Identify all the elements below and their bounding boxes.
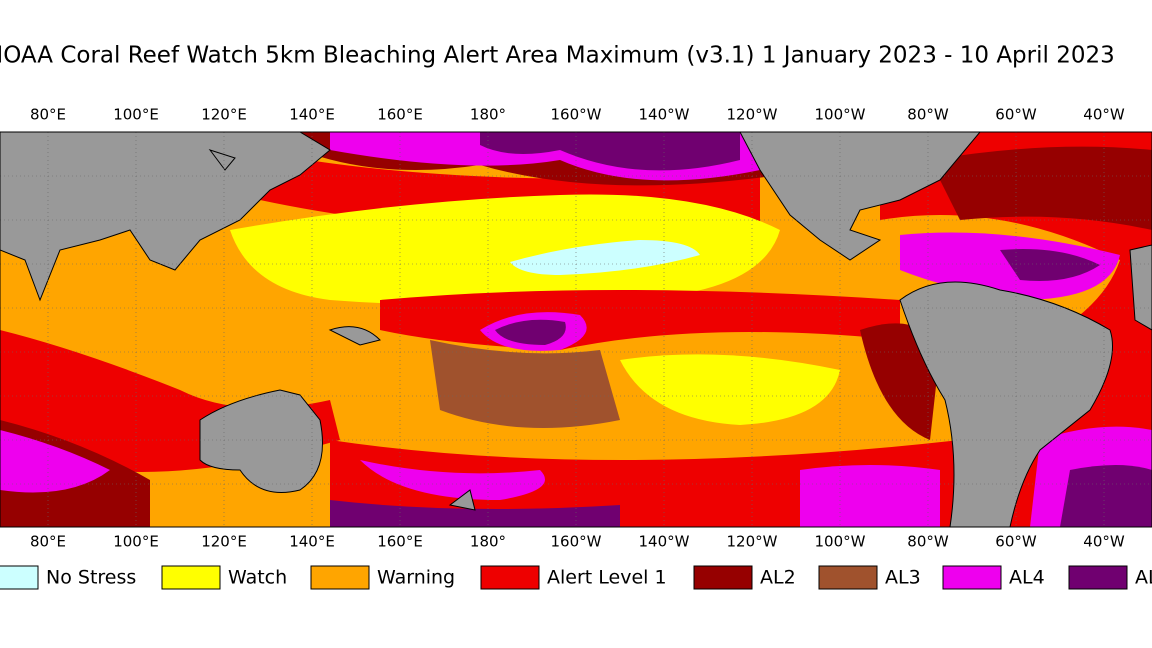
- lon-label-bottom: 80°W: [907, 533, 949, 551]
- lon-label-bottom: 100°E: [113, 533, 159, 551]
- region: [1000, 249, 1100, 281]
- lon-label-top: 160°W: [551, 106, 602, 124]
- legend-label: AL5: [1135, 567, 1152, 589]
- lon-label-top: 100°W: [815, 106, 866, 124]
- land: [208, 149, 236, 171]
- lon-label-top: 100°E: [113, 106, 159, 124]
- land: [899, 281, 1113, 527]
- land: [1129, 244, 1152, 331]
- lon-label-top: 80°E: [30, 106, 66, 124]
- land: [0, 132, 331, 302]
- legend-label: No Stress: [46, 567, 136, 589]
- lon-label-bottom: 120°E: [201, 533, 247, 551]
- lon-label-bottom: 140°W: [639, 533, 690, 551]
- lon-label-top: 140°W: [639, 106, 690, 124]
- region: [880, 132, 1152, 527]
- region: [495, 319, 566, 345]
- region: [800, 465, 940, 527]
- legend-label: AL2: [760, 567, 796, 589]
- region: [0, 430, 110, 493]
- region: [510, 240, 700, 275]
- region: [230, 194, 780, 305]
- region: [930, 146, 1152, 230]
- land: [199, 389, 323, 493]
- land: [328, 326, 381, 346]
- lon-label-top: 180°: [470, 106, 506, 124]
- lon-label-bottom: 40°W: [1083, 533, 1125, 551]
- lon-label-top: 80°W: [907, 106, 949, 124]
- lon-label-bottom: 100°W: [815, 533, 866, 551]
- legend-label: Alert Level 1: [547, 567, 667, 589]
- legend-label: Watch: [228, 567, 287, 589]
- lon-label-top: 40°W: [1083, 106, 1125, 124]
- region: [1060, 465, 1152, 527]
- legend-label: AL4: [1009, 567, 1045, 589]
- legend-swatch: [942, 565, 1002, 590]
- map: [0, 132, 1152, 527]
- legend-swatch: [693, 565, 753, 590]
- region: [360, 460, 545, 500]
- legend-swatch: [1068, 565, 1128, 590]
- legend-label: AL3: [885, 567, 921, 589]
- lon-label-top: 140°E: [289, 106, 335, 124]
- region: [330, 500, 620, 527]
- map-frame: [0, 131, 1152, 528]
- region: [620, 354, 840, 425]
- land: [448, 489, 476, 511]
- lon-label-bottom: 80°E: [30, 533, 66, 551]
- lon-label-top: 160°E: [377, 106, 423, 124]
- lon-label-top: 120°E: [201, 106, 247, 124]
- lon-label-bottom: 120°W: [727, 533, 778, 551]
- legend-swatch: [161, 565, 221, 590]
- legend-swatch: [310, 565, 370, 590]
- lon-label-bottom: 180°: [470, 533, 506, 551]
- lon-label-bottom: 160°E: [377, 533, 423, 551]
- land: [739, 132, 981, 261]
- region: [480, 132, 740, 171]
- lon-label-bottom: 140°E: [289, 533, 335, 551]
- legend-swatch: [480, 565, 540, 590]
- graticule: [0, 132, 1152, 527]
- title: NOAA Coral Reef Watch 5km Bleaching Aler…: [0, 43, 1115, 69]
- region: [430, 340, 620, 428]
- lon-label-top: 60°W: [995, 106, 1037, 124]
- legend-swatch: [0, 565, 39, 590]
- lon-label-top: 120°W: [727, 106, 778, 124]
- lon-label-bottom: 160°W: [551, 533, 602, 551]
- legend-label: Warning: [377, 567, 455, 589]
- legend-swatch: [818, 565, 878, 590]
- lon-label-bottom: 60°W: [995, 533, 1037, 551]
